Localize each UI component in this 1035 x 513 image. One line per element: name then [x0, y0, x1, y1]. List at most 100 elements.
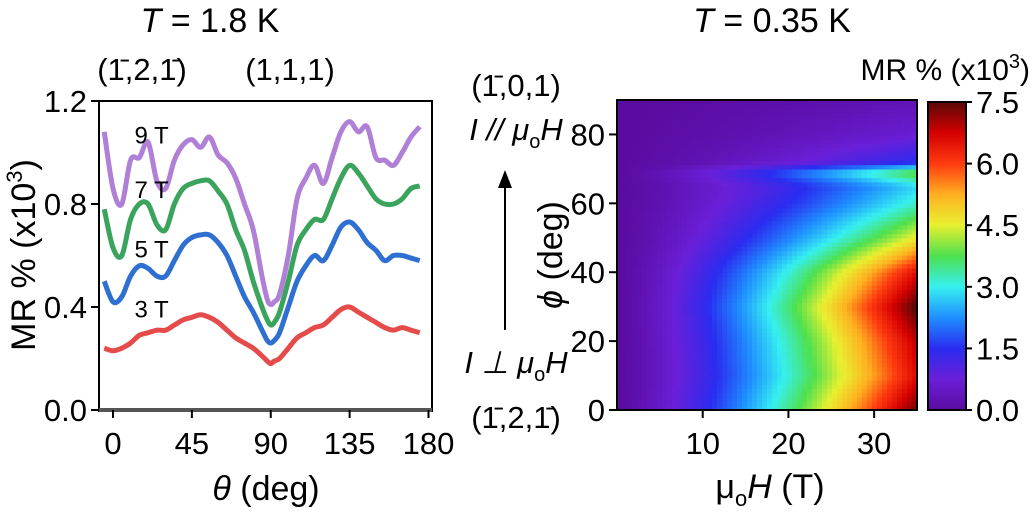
heatmap-cell	[682, 246, 688, 252]
heatmap-cell	[757, 211, 763, 217]
heatmap-cell	[797, 405, 803, 410]
heatmap-cell	[907, 285, 913, 291]
heatmap-cell	[627, 366, 633, 372]
heatmap-cell	[692, 173, 698, 179]
heatmap-cell	[792, 405, 798, 410]
heatmap-cell	[657, 168, 663, 174]
heatmap-cell	[632, 229, 638, 235]
heatmap-cell	[887, 358, 893, 364]
heatmap-cell	[857, 177, 863, 183]
heatmap-cell	[767, 263, 773, 269]
heatmap-cell	[772, 259, 778, 265]
heatmap-cell	[622, 315, 628, 321]
heatmap-cell	[627, 362, 633, 368]
heatmap-cell	[892, 259, 898, 265]
heatmap-cell	[837, 379, 843, 385]
heatmap-cell	[722, 263, 728, 269]
heatmap-cell	[757, 405, 763, 410]
heatmap-cell	[832, 173, 838, 179]
heatmap-cell	[697, 229, 703, 235]
heatmap-cell	[842, 323, 848, 329]
heatmap-cell	[832, 332, 838, 338]
heatmap-cell	[762, 199, 768, 204]
heatmap-cell	[842, 302, 848, 308]
heatmap-cell	[907, 164, 913, 170]
heatmap-cell	[837, 181, 843, 187]
heatmap-cell	[912, 246, 917, 252]
heatmap-cell	[877, 203, 883, 209]
heatmap-cell	[802, 164, 808, 170]
heatmap-cell	[847, 168, 853, 174]
heatmap-cell	[672, 194, 678, 200]
heatmap-cell	[747, 272, 753, 278]
heatmap-cell	[662, 155, 668, 161]
heatmap-cell	[892, 310, 898, 316]
heatmap-cell	[847, 233, 853, 239]
heatmap-cell	[702, 293, 708, 299]
heatmap-cell	[707, 173, 713, 179]
heatmap-cell	[897, 168, 903, 174]
heatmap-cell	[882, 341, 888, 347]
heatmap-cell	[752, 358, 758, 364]
heatmap-cell	[672, 112, 678, 118]
heatmap-cell	[777, 173, 783, 179]
heatmap-cell	[887, 203, 893, 209]
series-line-7t	[101, 162, 421, 328]
heatmap-cell	[872, 384, 878, 390]
heatmap-cell	[672, 207, 678, 213]
heatmap-cell	[662, 125, 668, 131]
heatmap-cell	[902, 207, 908, 213]
heatmap-cell	[717, 220, 723, 226]
heatmap-cell	[912, 125, 917, 131]
heatmap-cell	[792, 362, 798, 368]
heatmap-cell	[822, 108, 828, 114]
heatmap-cell	[802, 366, 808, 372]
heatmap-cell	[667, 336, 673, 342]
heatmap-cell	[867, 220, 873, 226]
heatmap-cell	[912, 285, 917, 291]
heatmap-cell	[617, 151, 623, 157]
heatmap-cell	[622, 405, 628, 410]
heatmap-cell	[907, 168, 913, 174]
right-y-tick-label: 0	[588, 393, 605, 428]
heatmap-cell	[732, 259, 738, 265]
direction-arrow-head	[498, 170, 512, 188]
heatmap-cell	[822, 250, 828, 256]
heatmap-cell	[717, 306, 723, 312]
heatmap-cell	[642, 397, 648, 402]
heatmap-cell	[762, 168, 768, 174]
heatmap-cell	[882, 397, 888, 402]
heatmap-cell	[752, 168, 758, 174]
heatmap-cell	[697, 207, 703, 213]
heatmap-cell	[737, 384, 743, 390]
heatmap-cell	[637, 168, 643, 174]
heatmap-cell	[662, 293, 668, 299]
heatmap-cell	[687, 112, 693, 118]
heatmap-cell	[712, 328, 718, 334]
left-y-axis-text: MR % (x10	[5, 183, 43, 351]
heatmap-cell	[747, 358, 753, 364]
heatmap-cell	[627, 298, 633, 303]
heatmap-cell	[677, 246, 683, 252]
heatmap-cell	[862, 194, 868, 200]
heatmap-cell	[772, 181, 778, 187]
heatmap-cell	[812, 267, 818, 273]
heatmap-cell	[667, 354, 673, 359]
heatmap-cell	[777, 125, 783, 131]
heatmap-cell	[667, 211, 673, 217]
heatmap-cell	[712, 233, 718, 239]
heatmap-cell	[907, 388, 913, 394]
heatmap-cell	[782, 388, 788, 394]
heatmap-cell	[772, 315, 778, 321]
heatmap-cell	[912, 293, 917, 299]
heatmap-cell	[852, 298, 858, 303]
heatmap-cell	[707, 349, 713, 355]
heatmap-cell	[762, 211, 768, 217]
heatmap-cell	[772, 349, 778, 355]
heatmap-cell	[652, 211, 658, 217]
heatmap-cell	[642, 332, 648, 338]
heatmap-cell	[637, 160, 643, 166]
heatmap-cell	[897, 250, 903, 256]
heatmap-cell	[742, 285, 748, 291]
heatmap-cell	[807, 199, 813, 204]
